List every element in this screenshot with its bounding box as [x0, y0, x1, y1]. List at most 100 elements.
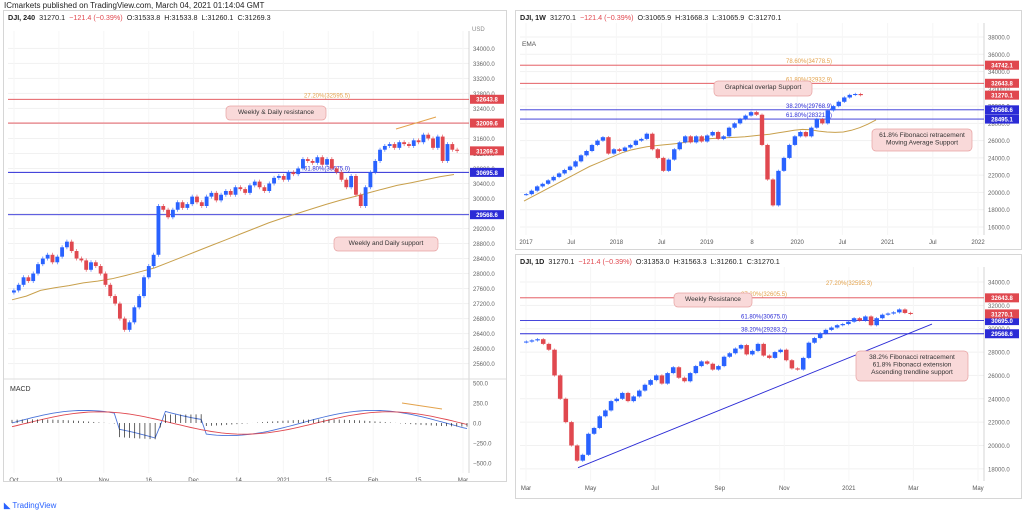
level-price-tag: [985, 114, 1019, 124]
candle: [863, 316, 868, 321]
candle: [732, 123, 737, 128]
candle: [628, 144, 633, 148]
divergence-line: [395, 116, 437, 130]
candle: [161, 206, 166, 210]
candle: [127, 322, 132, 330]
candle: [113, 296, 118, 304]
level-price-tag: [470, 210, 504, 220]
candle: [737, 119, 743, 124]
candle: [595, 140, 600, 145]
x-tick-label: May: [585, 486, 596, 492]
candle: [334, 168, 339, 173]
candle: [79, 258, 84, 261]
level-price-tag: [470, 94, 504, 104]
candle: [591, 427, 597, 434]
candle: [16, 284, 21, 291]
annotation-fib-trendline-box: [855, 350, 969, 382]
candle: [103, 273, 108, 285]
tradingview-logo[interactable]: ◣ TradingView: [4, 501, 56, 510]
candle: [416, 140, 421, 143]
candle: [694, 136, 699, 143]
candle: [151, 254, 156, 267]
y-tick-label: 27200.0: [473, 302, 495, 308]
x-tick-label: 14: [235, 478, 242, 481]
candle: [578, 155, 584, 162]
signal-line: [11, 411, 468, 435]
candle: [676, 367, 682, 378]
candle: [296, 168, 301, 175]
candle: [617, 149, 622, 151]
candle: [378, 149, 382, 161]
level-price-tag: [985, 316, 1019, 326]
fib-label: 27.20%(32595.3): [826, 281, 872, 287]
x-tick-label: Jul: [929, 240, 937, 246]
y-tick-label: 34000.0: [988, 70, 1010, 76]
macd-divergence-line: [401, 402, 443, 410]
candle: [238, 187, 243, 190]
chart-daily-svg[interactable]: 34000.032000.030000.028000.026000.024000…: [516, 255, 1021, 498]
candle: [74, 251, 79, 259]
publisher-header: ICmarkets published on TradingView.com, …: [4, 1, 265, 10]
candle: [655, 149, 660, 158]
chart-weekly-panel[interactable]: DJI, 1W 31270.1 −121.4 (−0.39%) O:31065.…: [515, 10, 1022, 250]
candle: [800, 357, 806, 370]
candle: [36, 264, 40, 274]
candle: [305, 159, 310, 161]
candle: [146, 266, 151, 278]
candle: [699, 361, 704, 367]
candle: [687, 373, 693, 382]
candle: [93, 262, 98, 267]
candle: [233, 187, 238, 195]
candle: [421, 134, 426, 143]
candle: [650, 133, 655, 150]
fib-label: 61.80%(32932.9): [786, 77, 832, 83]
candle: [50, 254, 55, 263]
y-tick-label: 26000.0: [988, 374, 1010, 380]
ema-line: [11, 174, 455, 301]
fib-label: 78.60%(34778.5): [786, 59, 832, 65]
candle: [853, 94, 858, 96]
chart-weekly-svg[interactable]: 38000.036000.034000.032000.030000.028000…: [516, 11, 1021, 249]
candle: [672, 149, 677, 160]
level-price-tag: [470, 118, 504, 128]
x-tick-label: 2020: [791, 240, 805, 246]
candle: [750, 350, 755, 355]
candle: [885, 313, 891, 315]
candle: [431, 138, 435, 148]
candle: [603, 410, 608, 417]
annotation-fib-trendline-text: 61.8% Fibonacci extension: [873, 362, 952, 369]
y-tick-label: 31600.0: [473, 137, 495, 143]
y-tick-label: 26400.0: [473, 332, 495, 338]
chart-4h-panel[interactable]: DJI, 240 31270.1 −121.4 (−0.39%) O:31533…: [3, 10, 507, 482]
candle: [600, 137, 606, 141]
candle: [534, 186, 540, 191]
macd-y-tick: −250.0: [473, 442, 492, 448]
last-price-label: 31269.3: [476, 149, 498, 155]
candle: [392, 144, 397, 148]
candle: [325, 159, 329, 165]
chart-daily-panel[interactable]: DJI, 1D 31270.1 −121.4 (−0.39%) O:31353.…: [515, 254, 1022, 499]
candle: [721, 136, 726, 139]
x-tick-label: 8: [750, 240, 754, 246]
candle: [840, 324, 846, 326]
x-tick-label: Mar: [521, 486, 531, 492]
y-tick-label: 18000.0: [988, 467, 1010, 473]
candle: [387, 144, 392, 146]
candle: [426, 134, 431, 139]
candle: [195, 196, 199, 203]
candle: [614, 398, 619, 402]
candle: [639, 138, 644, 141]
fib-label: 27.20%(32605.5): [741, 292, 787, 298]
last-price-label: 31270.1: [991, 94, 1013, 100]
y-tick-label: 29200.0: [473, 227, 495, 233]
y-tick-label: 28000.0: [473, 272, 495, 278]
x-tick-label: Dec: [188, 478, 199, 481]
x-tick-label: Jul: [651, 486, 659, 492]
y-tick-label: 30000.0: [473, 197, 495, 203]
level-price-tag: [985, 293, 1019, 303]
candle: [704, 361, 710, 364]
candle: [199, 202, 204, 206]
study-label: EMA: [522, 41, 537, 48]
candle: [291, 172, 296, 175]
chart-4h-svg[interactable]: 34000.033600.033200.032800.032400.032000…: [4, 11, 506, 481]
